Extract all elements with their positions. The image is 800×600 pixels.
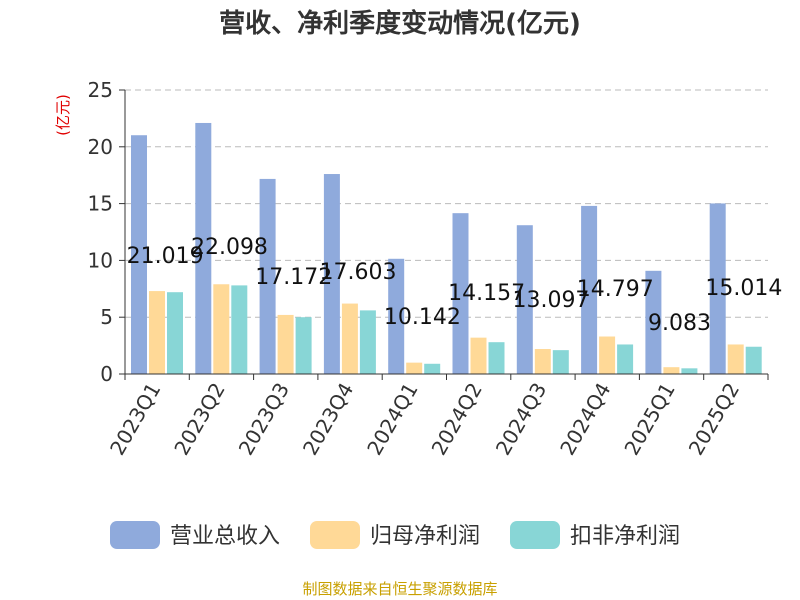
bar [341, 303, 358, 374]
data-label: 22.098 [191, 235, 268, 260]
bar [277, 314, 294, 374]
legend-swatch [510, 521, 560, 549]
x-tick-label: 2024Q2 [427, 379, 487, 460]
y-tick-label: 15 [88, 192, 113, 216]
bar [406, 362, 423, 374]
data-label: 10.142 [384, 305, 461, 330]
bar [552, 350, 569, 374]
bar [231, 285, 248, 374]
data-label: 9.083 [648, 311, 711, 336]
x-tick-label: 2025Q2 [684, 379, 744, 460]
bar [359, 310, 376, 374]
bar [149, 291, 165, 374]
x-tick-label: 2024Q3 [491, 379, 551, 460]
bar [388, 258, 405, 374]
legend-label: 营业总收入 [170, 524, 280, 549]
y-tick-label: 20 [88, 135, 113, 159]
y-axis: 0 5 10 15 20 25 [88, 78, 126, 386]
bar [167, 292, 183, 374]
bar [452, 213, 469, 374]
bar [470, 337, 487, 374]
bar [681, 368, 698, 374]
data-label: 17.603 [320, 260, 397, 285]
data-label: 14.157 [448, 281, 525, 306]
data-label: 14.797 [577, 277, 654, 302]
bar [516, 225, 533, 374]
legend-label: 扣非净利润 [570, 524, 680, 549]
bars [131, 122, 762, 374]
bar [323, 174, 340, 374]
y-tick-label: 0 [100, 362, 113, 386]
bar [727, 344, 744, 374]
legend-label: 归母净利润 [370, 524, 480, 549]
bar [213, 284, 230, 374]
y-unit-label: (亿元) [54, 94, 72, 136]
x-tick-label: 2023Q4 [298, 379, 358, 460]
legend: 营业总收入 归母净利润 扣非净利润 [110, 521, 680, 549]
bar [195, 122, 212, 374]
y-tick-label: 5 [100, 305, 113, 329]
source-note: 制图数据来自恒生聚源数据库 [302, 580, 497, 598]
data-label: 17.172 [255, 265, 332, 290]
bar [709, 203, 726, 374]
x-tick-label: 2024Q1 [362, 379, 422, 460]
data-label: 13.097 [512, 288, 589, 313]
y-tick-label: 10 [88, 248, 113, 272]
grid-lines [125, 89, 768, 318]
legend-swatch [110, 521, 160, 549]
bar [424, 363, 441, 374]
x-tick-label: 2023Q1 [105, 379, 165, 460]
x-tick-label: 2023Q2 [169, 379, 229, 460]
bar [599, 336, 616, 374]
bar [488, 342, 505, 374]
x-tick-label: 2025Q1 [619, 379, 679, 460]
bar [617, 344, 634, 374]
bar [581, 205, 598, 374]
y-tick-label: 25 [88, 78, 113, 102]
x-tick-label: 2024Q4 [555, 379, 615, 460]
bar [259, 178, 276, 374]
x-tick-label: 2023Q3 [234, 379, 294, 460]
bar [295, 317, 312, 374]
chart-title: 营收、净利季度变动情况(亿元) [219, 8, 581, 39]
data-label: 21.019 [127, 244, 204, 269]
x-axis: 2023Q1 2023Q2 2023Q3 2023Q4 2024Q1 2024Q2 2024… [105, 373, 769, 460]
bar [645, 270, 662, 374]
bar [745, 346, 762, 374]
legend-swatch [310, 521, 360, 549]
bar [131, 135, 147, 374]
data-label: 15.014 [705, 276, 782, 301]
bar [663, 367, 680, 374]
bar [534, 349, 551, 374]
